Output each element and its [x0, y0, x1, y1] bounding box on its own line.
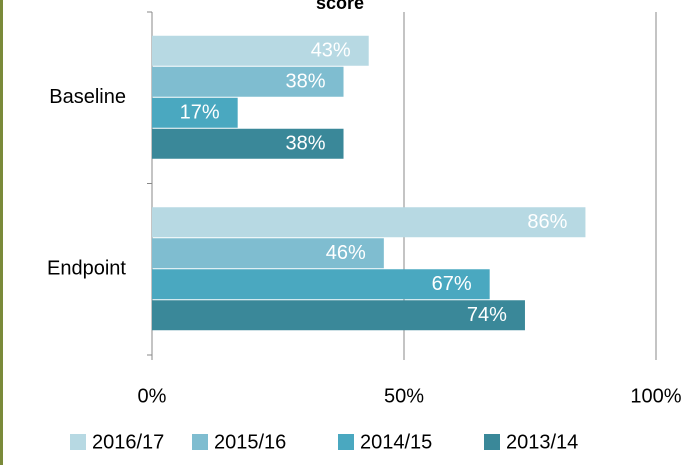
bar	[152, 238, 384, 269]
legend-label: 2014/15	[360, 431, 432, 453]
data-label: 67%	[432, 273, 472, 295]
x-tick-label: 50%	[384, 385, 424, 407]
bar	[152, 300, 525, 331]
data-label: 86%	[527, 211, 567, 233]
data-label: 46%	[326, 242, 366, 264]
legend-label: 2016/17	[92, 431, 164, 453]
legend-swatch	[484, 434, 500, 450]
bar	[152, 66, 344, 97]
bar	[152, 269, 490, 300]
legend-swatch	[192, 434, 208, 450]
data-label: 74%	[467, 304, 507, 326]
bar	[152, 128, 344, 159]
chart-title: score	[316, 0, 364, 13]
legend-label: 2013/14	[506, 431, 578, 453]
data-label: 43%	[311, 40, 351, 62]
y-tick-label: Baseline	[49, 86, 126, 108]
x-tick-label: 100%	[630, 385, 681, 407]
y-tick-label: Endpoint	[47, 258, 126, 280]
data-label: 38%	[285, 133, 325, 155]
bar	[152, 35, 369, 66]
left-border	[0, 0, 3, 465]
bar	[152, 207, 586, 238]
legend-swatch	[70, 434, 86, 450]
legend-label: 2015/16	[214, 431, 286, 453]
x-tick-label: 0%	[138, 385, 167, 407]
bar	[152, 97, 238, 128]
legend-swatch	[338, 434, 354, 450]
data-label: 17%	[180, 102, 220, 124]
data-label: 38%	[285, 71, 325, 93]
